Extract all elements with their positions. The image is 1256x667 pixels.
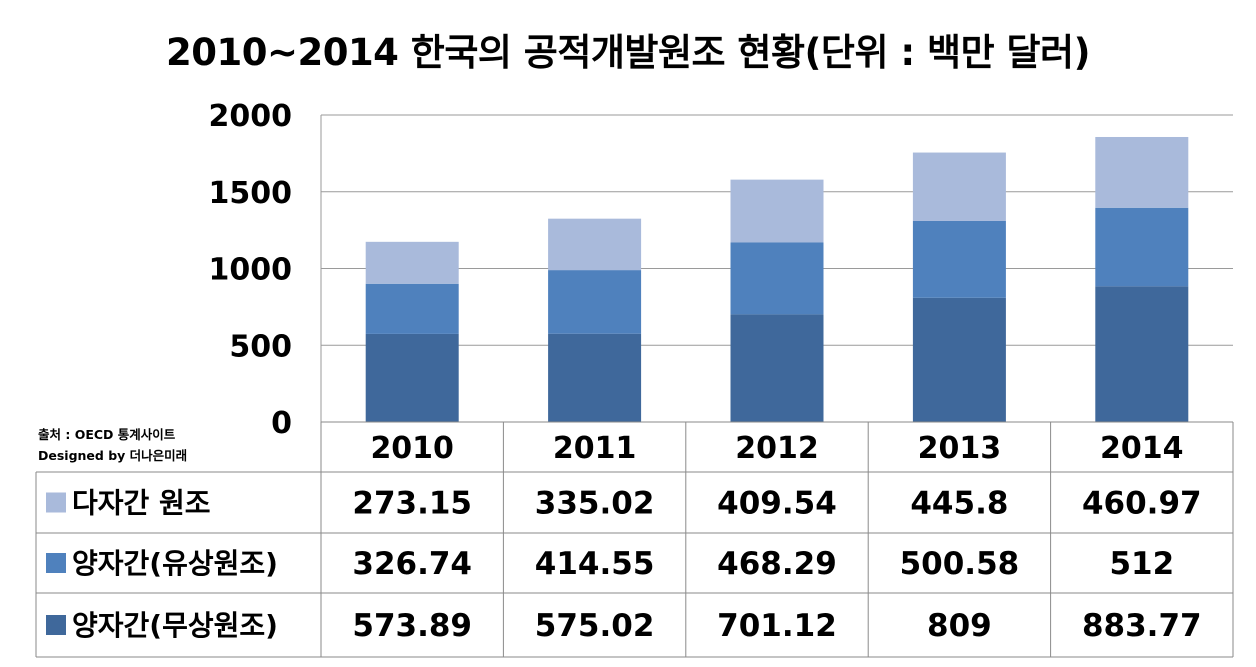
bar-segment [365,283,459,334]
bar-segment [730,179,824,243]
x-tick-label: 2013 [918,431,1002,466]
source-text: 출처 : OECD 통계사이트 [38,427,176,442]
data-label: 414.55 [535,546,655,582]
legend-swatch [46,492,66,513]
legend-swatch [46,615,66,635]
data-label: 409.54 [717,486,837,522]
data-label: 512 [1109,546,1174,582]
series-label: 다자간 원조 [72,487,211,520]
data-label: 460.97 [1082,486,1202,522]
x-tick-label: 2011 [553,431,637,466]
bar-segment [912,152,1006,221]
series-label: 양자간(유상원조) [72,547,278,580]
data-label: 883.77 [1082,608,1202,644]
source-note: 출처 : OECD 통계사이트 Designed by 더나은미래 [38,424,187,466]
legend-swatch [46,553,66,573]
x-tick-label: 2010 [370,431,454,466]
data-label: 445.8 [910,486,1008,522]
data-label: 326.74 [352,546,472,582]
chart-title: 2010~2014 한국의 공적개발원조 현황(단위 : 백만 달러) [165,31,1091,74]
x-tick-label: 2014 [1100,431,1184,466]
y-axis-ticks: 0 500 1000 1500 2000 [209,99,293,441]
bar-segment [1095,286,1189,422]
x-tick-label: 2012 [735,431,819,466]
data-label: 809 [927,608,992,644]
bar-segment [1095,207,1189,287]
series-label: 양자간(무상원조) [72,609,278,642]
bar-segment [365,333,459,422]
y-tick-label: 1000 [209,253,293,288]
data-label: 500.58 [900,546,1020,582]
data-label: 573.89 [352,608,472,644]
data-table: 2010 2011 2012 2013 2014 다자간 원조 273.15 335.02 40… [35,421,1234,658]
bar-segment [1095,136,1189,208]
bar-segment [548,333,642,422]
bar-segment [730,242,824,315]
data-label: 335.02 [535,486,655,522]
y-tick-label: 0 [271,406,292,441]
bar-segment [912,220,1006,298]
data-label: 701.12 [717,608,837,644]
data-label: 575.02 [535,608,655,644]
y-tick-label: 1500 [209,176,293,211]
bar-segment [365,241,459,284]
bar-segment [548,218,642,271]
bars [365,136,1189,422]
data-label: 273.15 [352,486,472,522]
y-tick-label: 2000 [209,99,293,134]
bar-segment [730,314,824,422]
data-label: 468.29 [717,546,837,582]
y-tick-label: 500 [229,329,292,364]
designer-text: Designed by 더나은미래 [38,448,188,463]
bar-segment [912,297,1006,422]
bar-segment [548,270,642,334]
